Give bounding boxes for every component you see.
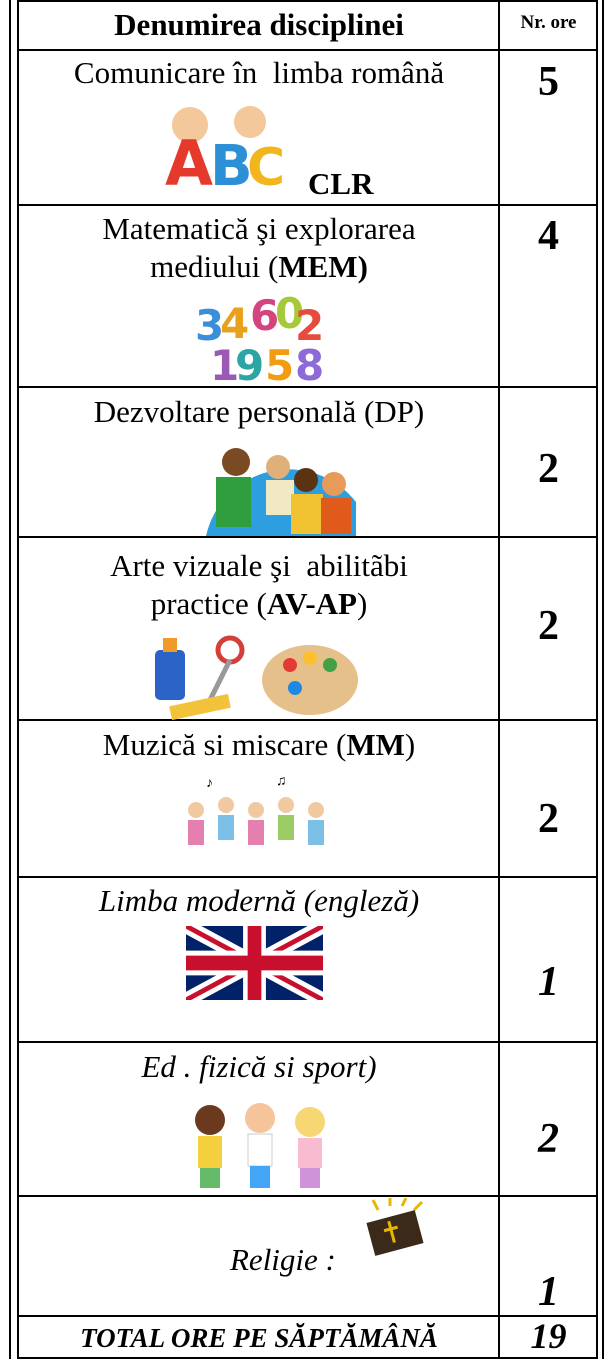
svg-text:8: 8 xyxy=(295,341,324,385)
svg-text:0: 0 xyxy=(275,290,304,338)
subject-text: ) xyxy=(356,586,368,621)
svg-text:9: 9 xyxy=(235,341,264,385)
subject-abbr: AV-AP xyxy=(266,586,357,621)
subject-text: Limba modernă (engleză) xyxy=(98,883,420,918)
row-line xyxy=(18,1195,598,1197)
row-line xyxy=(18,1315,598,1317)
svg-text:5: 5 xyxy=(265,341,294,385)
row-line xyxy=(18,0,598,2)
header: Denumirea disciplinei xyxy=(114,7,404,42)
border xyxy=(596,0,598,1359)
subject: Ed . fizică si sport) xyxy=(20,1048,498,1086)
subject-abbr: MEM) xyxy=(278,249,368,284)
hours: 2 xyxy=(538,1116,559,1162)
row-line xyxy=(18,719,598,721)
subject: Dezvoltare personală (DP) xyxy=(20,393,498,431)
svg-text:♫: ♫ xyxy=(276,775,287,789)
total-label: TOTAL ORE PE SĂPTĂMÂNĂ xyxy=(80,1323,438,1353)
row-line xyxy=(18,204,598,206)
subject-text: ) xyxy=(404,727,416,762)
hours: 2 xyxy=(538,446,559,492)
subject: Muzică si miscare (MM) xyxy=(20,726,498,764)
subject-text: mediului ( xyxy=(150,249,279,284)
subject: Limba modernă (engleză) xyxy=(20,882,498,920)
svg-text:4: 4 xyxy=(220,299,249,348)
subject-text: Matematică şi explorarea xyxy=(102,211,416,246)
icon xyxy=(155,635,358,720)
row-line xyxy=(18,1041,598,1043)
icon xyxy=(366,1198,424,1256)
subject-text: Religie : xyxy=(230,1242,336,1277)
subject-text: Ed . fizică si sport) xyxy=(141,1049,377,1084)
icon: A B C xyxy=(165,106,285,200)
subject: Comunicare în limba română xyxy=(20,54,498,92)
icon xyxy=(195,1103,325,1188)
hours: 1 xyxy=(538,959,559,1005)
svg-text:1: 1 xyxy=(210,341,239,385)
hours: 4 xyxy=(538,213,559,259)
icon: ♪ ♫ xyxy=(188,775,324,845)
svg-text:6: 6 xyxy=(250,291,279,340)
subject-text: Comunicare în limba română xyxy=(73,55,445,90)
column-divider xyxy=(498,0,500,1359)
abbreviation: CLR xyxy=(308,166,374,201)
subject: Matematică şi explorarea mediului (MEM) xyxy=(20,210,498,286)
svg-text:B: B xyxy=(210,134,253,199)
header: Nr. ore xyxy=(520,12,577,33)
subject: Religie : xyxy=(230,1242,336,1278)
subject-abbr: MM xyxy=(346,727,405,762)
svg-text:♪: ♪ xyxy=(206,776,213,791)
row-line xyxy=(18,386,598,388)
row-line xyxy=(18,49,598,51)
border xyxy=(9,0,11,1359)
border xyxy=(602,0,604,1359)
border xyxy=(17,0,19,1359)
svg-text:A: A xyxy=(165,127,213,200)
subject: Arte vizuale şi abilitãbi practice (AV-A… xyxy=(20,547,498,623)
hours: 2 xyxy=(538,796,559,842)
hours: 1 xyxy=(538,1269,559,1315)
subject-text: Dezvoltare personală (DP) xyxy=(93,394,425,429)
svg-text:C: C xyxy=(247,138,285,198)
svg-text:3: 3 xyxy=(195,301,224,350)
row-line xyxy=(18,876,598,878)
subject-text: Muzică si miscare ( xyxy=(102,727,347,762)
icon xyxy=(206,448,356,536)
hours: 2 xyxy=(538,603,559,649)
hours: 5 xyxy=(538,59,559,105)
svg-text:2: 2 xyxy=(295,301,324,350)
subject-text: practice ( xyxy=(150,586,267,621)
icon: 34 602 19 5 8 xyxy=(195,290,324,385)
total-hours: 19 xyxy=(530,1316,567,1356)
icon xyxy=(186,926,323,1000)
row-line xyxy=(18,536,598,538)
row-line xyxy=(18,1357,598,1359)
subject-text: Arte vizuale şi abilitãbi xyxy=(110,548,408,583)
